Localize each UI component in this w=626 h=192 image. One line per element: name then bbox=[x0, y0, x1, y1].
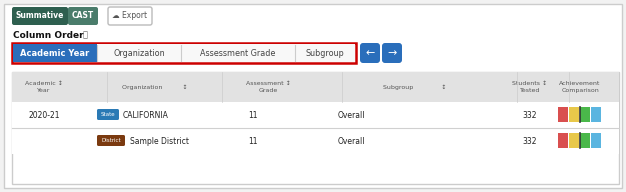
Text: Subgroup: Subgroup bbox=[305, 49, 344, 57]
Bar bbox=[12, 72, 619, 184]
Bar bbox=[558, 133, 568, 148]
Text: Summative: Summative bbox=[16, 12, 64, 21]
Text: Academic ↕
Year: Academic ↕ Year bbox=[25, 81, 63, 93]
Bar bbox=[591, 133, 601, 148]
Text: State: State bbox=[101, 113, 115, 118]
Bar bbox=[558, 107, 568, 122]
Text: District: District bbox=[101, 138, 121, 143]
FancyBboxPatch shape bbox=[97, 135, 125, 146]
Text: Organization: Organization bbox=[113, 49, 165, 57]
Text: 11: 11 bbox=[249, 111, 258, 119]
FancyBboxPatch shape bbox=[97, 109, 119, 120]
Text: CALIFORNIA: CALIFORNIA bbox=[123, 111, 169, 119]
FancyBboxPatch shape bbox=[12, 7, 68, 25]
Text: 11: 11 bbox=[249, 137, 258, 146]
Bar bbox=[12, 72, 619, 102]
Bar bbox=[295, 44, 355, 62]
Bar bbox=[569, 107, 579, 122]
FancyBboxPatch shape bbox=[108, 7, 152, 25]
Bar bbox=[181, 44, 295, 62]
Text: ⓘ: ⓘ bbox=[83, 31, 88, 40]
Text: Organization          ↕: Organization ↕ bbox=[122, 84, 188, 90]
Bar bbox=[12, 128, 619, 154]
Text: Assessment ↕
Grade: Assessment ↕ Grade bbox=[245, 81, 290, 93]
Text: →: → bbox=[387, 48, 397, 58]
Bar bbox=[580, 133, 590, 148]
Bar bbox=[569, 133, 579, 148]
Bar bbox=[12, 43, 356, 63]
Text: 332: 332 bbox=[523, 111, 537, 119]
Text: Overall: Overall bbox=[338, 111, 366, 119]
FancyBboxPatch shape bbox=[360, 43, 380, 63]
Bar bbox=[591, 107, 601, 122]
Text: Students ↕
Tested: Students ↕ Tested bbox=[512, 81, 548, 93]
Text: Column Order: Column Order bbox=[13, 31, 84, 40]
Bar bbox=[97, 44, 181, 62]
FancyBboxPatch shape bbox=[382, 43, 402, 63]
Text: Sample District: Sample District bbox=[130, 137, 189, 146]
Text: CAST: CAST bbox=[72, 12, 94, 21]
Text: 332: 332 bbox=[523, 137, 537, 146]
Text: Academic Year: Academic Year bbox=[21, 49, 90, 57]
Bar bbox=[13, 44, 97, 62]
FancyBboxPatch shape bbox=[68, 7, 98, 25]
Text: Assessment Grade: Assessment Grade bbox=[200, 49, 275, 57]
Text: Achievement
Comparison: Achievement Comparison bbox=[559, 81, 601, 93]
Text: Subgroup              ↕: Subgroup ↕ bbox=[383, 84, 447, 90]
Text: ←: ← bbox=[366, 48, 375, 58]
Text: Overall: Overall bbox=[338, 137, 366, 146]
Bar bbox=[580, 107, 590, 122]
Bar bbox=[12, 102, 619, 128]
Text: ☁ Export: ☁ Export bbox=[113, 12, 148, 21]
Text: 2020-21: 2020-21 bbox=[28, 111, 59, 119]
